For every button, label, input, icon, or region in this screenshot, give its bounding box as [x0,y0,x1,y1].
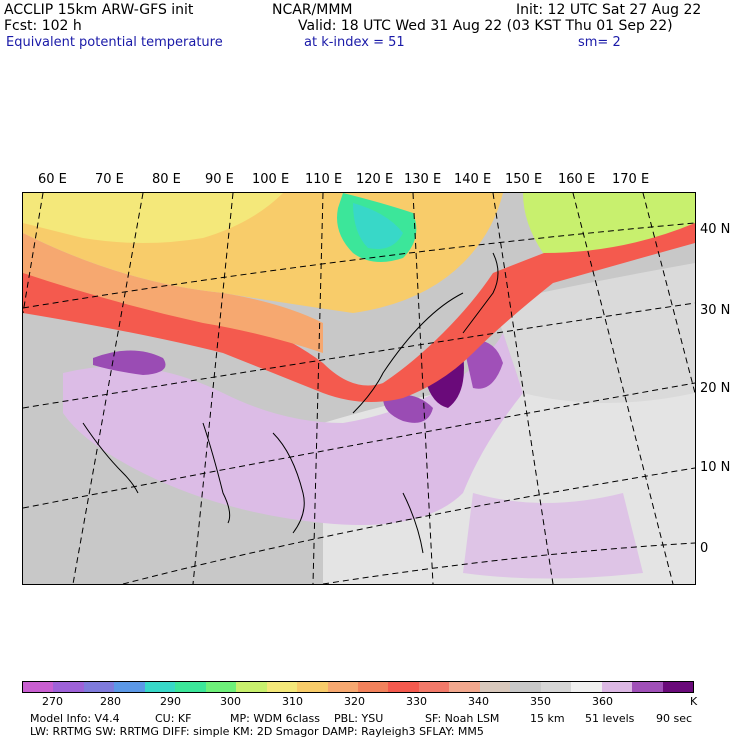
colorbar-tick-label: 340 [468,695,489,708]
colorbar-swatch [23,682,54,692]
longitude-label: 110 E [305,172,343,187]
colorbar-swatch [632,682,663,692]
latitude-label: 10 N [700,460,731,475]
colorbar-swatch [357,682,389,692]
forecast-hour: Fcst: 102 h [4,18,82,34]
colorbar-swatch [601,682,633,692]
init-time: Init: 12 UTC Sat 27 Aug 22 [516,2,702,18]
footer-model-info: Model Info: V4.4 [30,712,120,725]
colorbar-swatch [205,682,237,692]
field-name: Equivalent potential temperature [6,35,223,50]
colorbar-swatch [662,682,693,692]
longitude-label: 90 E [205,172,234,187]
longitude-label: 80 E [152,172,181,187]
model-title: ACCLIP 15km ARW-GFS init [4,2,194,18]
footer-timestep: 90 sec [656,712,693,725]
colorbar-swatch [479,682,511,692]
longitude-label: 140 E [454,172,492,187]
colorbar-swatch [144,682,176,692]
longitude-label: 100 E [252,172,290,187]
longitude-label: 120 E [356,172,394,187]
colorbar-tick-label: 320 [344,695,365,708]
center-name: NCAR/MMM [272,2,353,18]
colorbar-swatch [83,682,115,692]
longitude-label: 170 E [612,172,650,187]
latitude-label: 0 [700,541,709,556]
colorbar-swatch [571,682,602,692]
footer-sf: SF: Noah LSM [425,712,500,725]
colorbar-swatch [327,682,358,692]
colorbar-swatch [175,682,206,692]
footer-pbl: PBL: YSU [334,712,384,725]
footer-mp: MP: WDM 6class [230,712,320,725]
colorbar-tick-label: 270 [42,695,63,708]
longitude-label: 160 E [558,172,596,187]
colorbar-tick-label: 310 [282,695,303,708]
map-field [23,193,695,584]
footer-levels: 51 levels [585,712,635,725]
longitude-label: 60 E [38,172,67,187]
latitude-label: 40 N [700,222,731,237]
level-index: at k-index = 51 [304,35,405,50]
footer-physics: LW: RRTMG SW: RRTMG DIFF: simple KM: 2D … [30,725,484,738]
colorbar-swatch [449,682,480,692]
footer-cu: CU: KF [155,712,192,725]
colorbar-swatch [418,682,450,692]
colorbar-tick-label: 360 [592,695,613,708]
map-panel [22,192,696,585]
colorbar-swatch [266,682,298,692]
colorbar-tick-label: 280 [100,695,121,708]
colorbar-swatch [53,682,84,692]
colorbar-swatch [297,682,328,692]
colorbar-tick-label: K [690,695,698,708]
colorbar-swatch [510,682,541,692]
colorbar [22,681,694,693]
colorbar-tick-label: 290 [160,695,181,708]
footer-resolution: 15 km [530,712,565,725]
colorbar-swatch [114,682,145,692]
colorbar-swatch [388,682,419,692]
valid-time: Valid: 18 UTC Wed 31 Aug 22 (03 KST Thu … [298,18,673,34]
smoothing: sm= 2 [578,35,621,50]
colorbar-swatch [236,682,267,692]
colorbar-tick-label: 330 [406,695,427,708]
colorbar-tick-label: 300 [220,695,241,708]
longitude-label: 150 E [505,172,543,187]
longitude-label: 130 E [404,172,442,187]
colorbar-tick-label: 350 [530,695,551,708]
latitude-label: 20 N [700,381,731,396]
longitude-label: 70 E [95,172,124,187]
latitude-label: 30 N [700,303,731,318]
colorbar-swatch [540,682,572,692]
